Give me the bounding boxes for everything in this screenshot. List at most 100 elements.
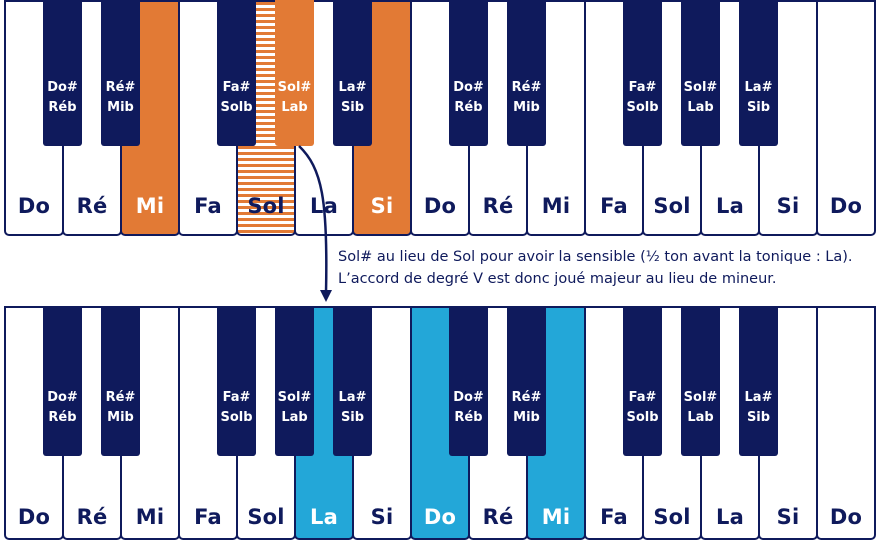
black-key-label: La# Sib [739, 388, 778, 428]
black-key[interactable]: Sol# Lab [681, 306, 720, 456]
black-key-label: Sol# Lab [275, 78, 314, 118]
bottom-keyboard: Do Ré Mi Fa Sol La Si Do Ré Mi Fa Sol La Si Do Do# Réb Ré… [4, 306, 880, 540]
sharp-name: La# [338, 80, 367, 95]
white-key-label: Si [776, 505, 800, 529]
white-key-label: Sol [653, 505, 691, 529]
flat-name: Lab [687, 410, 714, 425]
white-key-label: Do [17, 505, 51, 529]
black-key[interactable]: La# Sib [333, 0, 372, 146]
white-key-label: Si [776, 194, 800, 218]
black-key[interactable]: Do# Réb [449, 0, 488, 146]
black-key-label: La# Sib [333, 78, 372, 118]
black-key[interactable]: La# Sib [739, 0, 778, 146]
sharp-name: Do# [453, 80, 484, 95]
white-key-label: Ré [482, 194, 514, 218]
flat-name: Mib [107, 410, 134, 425]
white-key-label: Do [17, 194, 51, 218]
caption-line-1: Sol# au lieu de Sol pour avoir la sensib… [338, 249, 853, 265]
sharp-name: Ré# [105, 80, 136, 95]
white-key-label: Ré [482, 505, 514, 529]
black-key-label: Sol# Lab [681, 388, 720, 428]
black-key-label: Do# Réb [43, 388, 82, 428]
black-key-label: La# Sib [333, 388, 372, 428]
flat-name: Solb [626, 410, 659, 425]
black-key-label: Ré# Mib [101, 388, 140, 428]
black-key[interactable]: Do# Réb [449, 306, 488, 456]
sharp-name: Do# [47, 390, 78, 405]
black-key-label: Fa# Solb [217, 78, 256, 118]
black-key[interactable]: Ré# Mib [101, 306, 140, 456]
sharp-name: Ré# [105, 390, 136, 405]
flat-name: Solb [626, 100, 659, 115]
black-key[interactable]: Ré# Mib [507, 306, 546, 456]
white-key-label: Ré [76, 194, 108, 218]
flat-name: Mib [107, 100, 134, 115]
top-keyboard: Do Ré Mi Fa Sol La Si Do Ré Mi Fa Sol La Si Do Do# Réb Ré… [4, 0, 880, 236]
white-key-label: Fa [600, 194, 628, 218]
explanation-caption: Sol# au lieu de Sol pour avoir la sensib… [338, 246, 878, 290]
flat-name: Mib [513, 410, 540, 425]
black-key-label: Sol# Lab [681, 78, 720, 118]
black-key[interactable]: Do# Réb [43, 306, 82, 456]
black-key[interactable]: La# Sib [333, 306, 372, 456]
black-key-label: Do# Réb [449, 78, 488, 118]
black-key[interactable]: Do# Réb [43, 0, 82, 146]
white-key-label: Sol [247, 505, 285, 529]
flat-name: Sib [746, 410, 771, 425]
sharp-name: Sol# [683, 390, 718, 405]
white-key-label: Si [370, 505, 394, 529]
black-key-label: Fa# Solb [623, 388, 662, 428]
sharp-name: La# [744, 80, 773, 95]
flat-name: Lab [281, 100, 308, 115]
sharp-name: Sol# [277, 390, 312, 405]
flat-name: Réb [454, 100, 483, 115]
white-key-label: La [716, 194, 744, 218]
flat-name: Solb [220, 100, 253, 115]
sharp-name: Ré# [511, 80, 542, 95]
white-key[interactable]: Do [816, 0, 876, 236]
black-key[interactable]: Ré# Mib [101, 0, 140, 146]
flat-name: Réb [48, 410, 77, 425]
white-key-label: Sol [653, 194, 691, 218]
sharp-name: Fa# [628, 80, 657, 95]
white-key-label: Mi [541, 505, 571, 529]
flat-name: Solb [220, 410, 253, 425]
black-key-label: Ré# Mib [101, 78, 140, 118]
black-key-label: Do# Réb [43, 78, 82, 118]
white-key-label: Do [829, 194, 863, 218]
flat-name: Sib [340, 100, 365, 115]
flat-name: Lab [687, 100, 714, 115]
black-key[interactable]: Fa# Solb [623, 306, 662, 456]
white-key-label: Fa [194, 505, 222, 529]
sharp-name: Ré# [511, 390, 542, 405]
black-key[interactable]: La# Sib [739, 306, 778, 456]
white-key-label: La [310, 505, 338, 529]
white-key-label: La [310, 194, 338, 218]
white-key-label: Do [829, 505, 863, 529]
flat-name: Réb [48, 100, 77, 115]
white-key-label: Fa [194, 194, 222, 218]
black-key-label: La# Sib [739, 78, 778, 118]
sharp-name: Do# [47, 80, 78, 95]
black-key-label: Sol# Lab [275, 388, 314, 428]
caption-line-2: L’accord de degré V est donc joué majeur… [338, 271, 777, 287]
sharp-name: Sol# [683, 80, 718, 95]
black-key[interactable]: Fa# Solb [217, 0, 256, 146]
black-key[interactable]: Sol# Lab [275, 306, 314, 456]
white-key-label: La [716, 505, 744, 529]
black-key[interactable]: Fa# Solb [217, 306, 256, 456]
white-key-label: Mi [135, 194, 165, 218]
black-key[interactable]: Ré# Mib [507, 0, 546, 146]
sharp-name: La# [338, 390, 367, 405]
flat-name: Sib [340, 410, 365, 425]
white-key[interactable]: Do [816, 306, 876, 540]
sharp-name: Do# [453, 390, 484, 405]
sharp-name: Fa# [628, 390, 657, 405]
white-key-label: Do [423, 505, 457, 529]
black-key[interactable]: Fa# Solb [623, 0, 662, 146]
black-key-label: Ré# Mib [507, 78, 546, 118]
black-key[interactable]: Sol# Lab [681, 0, 720, 146]
sharp-name: Fa# [222, 390, 251, 405]
black-key[interactable]: Sol# Lab [275, 0, 314, 146]
sharp-name: Sol# [277, 80, 312, 95]
